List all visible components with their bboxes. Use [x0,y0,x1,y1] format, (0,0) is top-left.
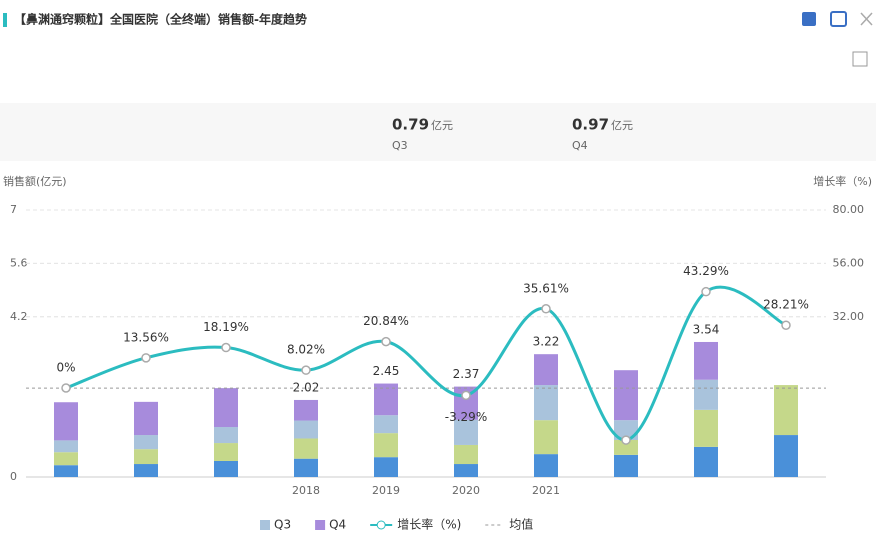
legend-label: 均值 [509,517,533,532]
x-tick-label: 2019 [372,484,400,497]
bar-segment [454,464,478,477]
line-label: 13.56% [123,330,169,344]
line-point [301,365,311,375]
x-tick-label: 2021 [532,484,560,497]
legend-label: Q4 [329,518,346,532]
total-label: 3.54 [693,322,720,336]
summary-unit: 亿元 [431,119,453,132]
line-label: 0% [56,361,75,375]
bar-segment [614,454,638,477]
line-point [141,353,151,363]
bar-segment [134,435,158,450]
line-label: 18.19% [203,320,249,334]
bar-segment [694,379,718,410]
bar-segment [134,401,158,436]
bar-segment [294,458,318,477]
bar-segment [214,443,238,461]
bar-segment [294,420,318,439]
bar-segment [454,444,478,465]
y2-axis-label: 增长率（%) [813,174,872,188]
y-tick-label: 4.2 [10,310,28,323]
bar-segment [294,438,318,459]
image-icon[interactable] [830,11,847,27]
y2-tick-label: 56.00 [833,256,865,269]
bar-segment [134,464,158,477]
bar-segment [614,370,638,421]
summary-unit: 亿元 [611,119,633,132]
chart-title: 【鼻渊通窍颗粒】全国医院（全终端）销售额-年度趋势 [14,12,307,27]
bar-segment [294,399,318,421]
bar-segment [374,415,398,434]
total-label: 2.37 [453,367,480,381]
legend-swatch [376,520,386,530]
line-point [381,336,391,347]
bar-segment [54,402,78,441]
line-point [61,383,71,393]
line-label: 28.21% [763,298,809,312]
bar-segment [534,354,558,386]
title-bar [3,13,7,27]
bar-segment [774,385,798,436]
bar-segment [374,433,398,458]
bar-segment [614,440,638,455]
total-label: 2.02 [293,380,320,394]
summary-label: Q3 [392,139,408,152]
total-label: 2.45 [373,364,400,378]
bar-segment [54,452,78,466]
y-tick-label: 7 [10,203,17,216]
legend-label: 增长率（%) [397,517,461,532]
summary-value: 0.97 [572,116,609,134]
summary-box [0,103,876,161]
table-icon[interactable] [852,51,868,67]
bar-segment [694,409,718,447]
y-axis-label: 销售额(亿元) [3,174,67,188]
bar-segment [694,341,718,380]
line-label: 8.02% [287,343,325,357]
bar-segment [774,435,798,477]
bar-segment [534,385,558,421]
excel-icon[interactable] [802,12,816,26]
legend-label: Q3 [274,518,291,532]
total-label: 3.22 [533,335,560,349]
bar-segment [534,454,558,477]
y-tick-label: 0 [10,470,17,483]
x-tick-label: 2020 [452,484,480,497]
line-point [701,286,711,297]
x-tick-label: 2018 [292,484,320,497]
line-label: 43.29% [683,264,729,278]
summary-label: Q4 [572,139,588,152]
line-point [541,304,551,314]
line-point [621,435,631,445]
line-label: -3.29% [445,410,487,424]
bar-segment [214,388,238,428]
bar-segment [374,457,398,477]
bar-segment [694,446,718,477]
legend-swatch [260,520,270,530]
line [65,285,787,442]
y2-tick-label: 32.00 [833,310,865,323]
bar-segment [54,465,78,477]
bar-segment [534,420,558,455]
line-point [781,320,791,330]
line-point [461,390,471,401]
bar-segment [614,420,638,441]
line-label: 20.84% [363,314,409,328]
bar-segment [134,449,158,465]
legend-swatch [315,520,326,530]
summary-value: 0.79 [392,116,429,134]
bar-segment [214,427,238,444]
line-label: 35.61% [523,281,569,295]
line-point [221,342,231,353]
bar-segment [214,460,238,477]
y-tick-label: 5.6 [10,256,28,269]
bar-segment [374,383,398,416]
bar-segment [454,419,478,445]
y2-tick-label: 80.00 [833,203,865,216]
close-icon[interactable] [860,12,873,26]
bar-segment [54,440,78,453]
